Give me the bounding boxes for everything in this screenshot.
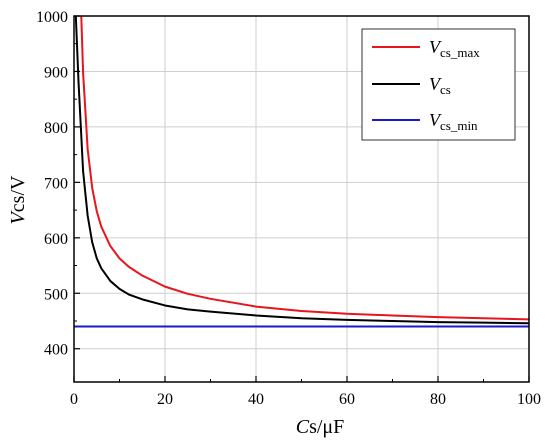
series-group [74, 16, 529, 328]
y-tick-label: 1000 [36, 9, 68, 26]
legend-label-vcs-max: Vcs_max [429, 37, 480, 60]
x-tick-label: 60 [339, 391, 355, 408]
x-tick-label: 100 [517, 391, 541, 408]
ticks [73, 15, 530, 382]
legend-label-vcs: Vcs [429, 74, 451, 97]
x-axis-label: Cs/μF [296, 416, 345, 438]
y-tick-label: 600 [44, 231, 68, 248]
x-tick-label: 40 [248, 391, 264, 408]
series-line-vcs [74, 16, 529, 325]
legend: Vcs_max Vcs Vcs_min [361, 28, 516, 141]
y-axis-label: Vcs/V [7, 175, 29, 224]
tick-labels: 0 20 40 60 80 100 400 500 600 700 800 900 1000 [36, 9, 541, 408]
legend-label-vcs-min: Vcs_min [429, 110, 478, 133]
y-tick-label: 900 [44, 64, 68, 81]
y-tick-label: 400 [44, 342, 68, 359]
x-tick-label: 20 [157, 391, 173, 408]
x-tick-label: 0 [70, 391, 78, 408]
series-line-vcs-max [80, 16, 529, 321]
y-tick-label: 700 [44, 175, 68, 192]
y-tick-label: 800 [44, 120, 68, 137]
x-tick-label: 80 [430, 391, 446, 408]
y-tick-label: 500 [44, 286, 68, 303]
